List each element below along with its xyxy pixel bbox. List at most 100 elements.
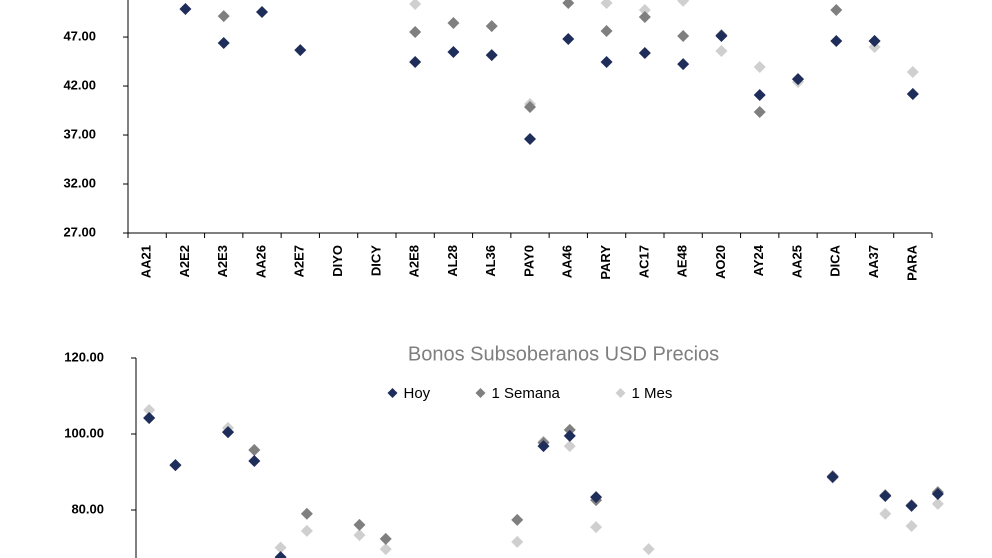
point [563,423,576,436]
point [677,0,690,7]
y-tick-label: 100.00 [64,425,104,440]
point [562,32,575,45]
point [906,88,919,101]
point [485,49,498,62]
point [563,440,576,453]
x-tick-label: A2E3 [215,245,230,278]
x-tick-label: DIYO [330,245,345,277]
point [792,73,804,86]
point [294,44,307,57]
point [274,541,287,554]
point [931,497,944,510]
point [931,488,944,501]
point [905,499,918,512]
x-tick-label: AA25 [789,245,804,278]
point [826,470,839,483]
point [638,11,651,24]
point [485,20,498,33]
point [638,47,651,60]
y-tick-label: 37.00 [63,126,96,141]
x-tick-label: AA46 [560,245,575,278]
point [715,30,728,43]
point [169,459,182,472]
point [677,30,690,43]
point [590,521,603,534]
x-tick-label: AA26 [253,245,268,278]
point [524,100,536,113]
x-tick-label: PARY [598,245,613,280]
legend-marker [615,388,626,398]
point [563,429,576,442]
point [409,56,422,69]
point [248,443,261,456]
chart-title: Bonos Subsoberanos USD Precios [408,343,719,365]
y-tick-label: 47.00 [63,28,96,43]
point [300,524,313,537]
point [256,6,268,19]
point [600,56,613,69]
point [248,454,261,467]
point [143,412,156,425]
legend-label: 1 Semana [492,385,561,402]
x-tick-label: A2E8 [407,245,422,278]
x-tick-label: AC17 [636,245,651,278]
point [905,519,918,532]
point [379,532,392,545]
point [753,89,766,102]
x-tick-label: AL36 [483,245,498,277]
legend-marker [387,388,398,398]
point [409,0,422,11]
point [590,491,603,504]
point [638,3,651,16]
point [537,440,550,453]
y-tick-label: 80.00 [71,501,104,516]
x-tick-label: AO20 [713,245,728,279]
point [217,10,230,23]
point [600,0,613,10]
y-tick-label: 27.00 [63,224,96,239]
point [300,507,313,520]
point [222,426,235,439]
point [379,543,392,556]
x-tick-label: AA21 [139,245,154,278]
point [409,26,422,39]
x-tick-label: PAY0 [521,245,536,277]
x-tick-label: PARA [904,244,919,280]
point [715,45,728,58]
point [179,3,192,16]
y-tick-label: 32.00 [63,175,96,190]
point [642,543,655,556]
point [524,133,536,146]
x-tick-label: AA37 [866,245,881,278]
point [830,35,843,48]
point [753,105,766,118]
point [447,46,460,59]
x-tick-label: DICY [368,245,383,276]
point [353,529,366,542]
x-tick-label: A2E7 [292,245,307,278]
point [447,17,460,30]
legend-marker [475,388,486,398]
point [753,61,766,74]
point [879,489,892,502]
legend-label: Hoy [404,385,431,402]
point [274,551,287,558]
point [562,0,575,10]
point [353,518,366,531]
point [143,404,156,417]
point [879,507,892,520]
x-tick-label: AL28 [445,245,460,277]
y-tick-label: 120.00 [64,349,104,364]
point [217,37,230,50]
point [868,34,881,47]
y-tick-label: 42.00 [63,77,96,92]
point [868,41,881,54]
legend-label: 1 Mes [632,385,673,402]
point [830,3,843,16]
point [511,513,524,526]
point [600,25,613,38]
x-tick-label: AY24 [751,244,766,276]
point [511,535,524,548]
point [906,66,919,79]
